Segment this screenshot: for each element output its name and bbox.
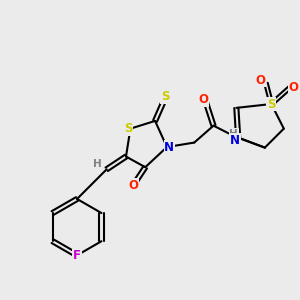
Text: S: S [161, 90, 170, 103]
Text: S: S [267, 98, 276, 110]
Text: H: H [93, 159, 102, 169]
Text: O: O [198, 93, 208, 106]
Text: N: N [230, 134, 240, 147]
Text: N: N [164, 140, 174, 154]
Text: F: F [73, 249, 81, 262]
Text: O: O [128, 178, 138, 191]
Text: S: S [124, 122, 132, 135]
Text: O: O [288, 81, 298, 94]
Text: O: O [255, 74, 265, 87]
Text: H: H [229, 129, 238, 139]
